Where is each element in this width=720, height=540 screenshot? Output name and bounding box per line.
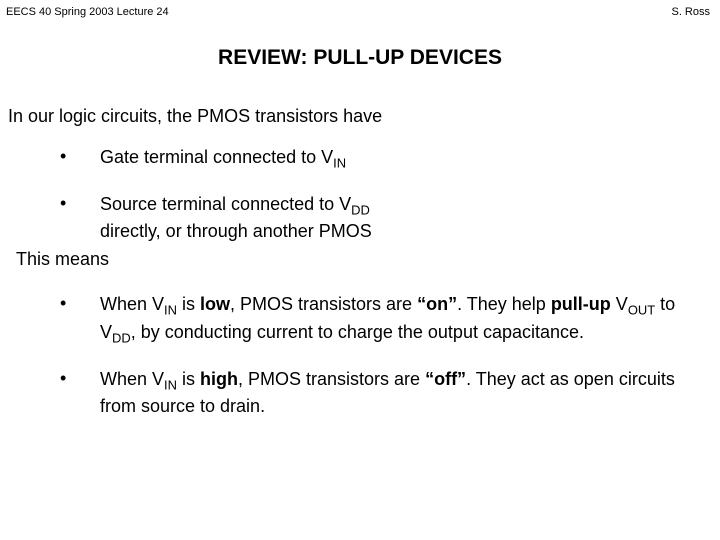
- b3-bold2: “on”: [417, 294, 457, 314]
- bullet-dot: •: [60, 145, 100, 172]
- b3-sub1: IN: [164, 303, 177, 318]
- b3-bold3: pull-up: [551, 294, 611, 314]
- bullet-4-text: When VIN is high, PMOS transistors are “…: [100, 367, 680, 418]
- page-title: REVIEW: PULL-UP DEVICES: [0, 46, 720, 70]
- bullet-1-text: Gate terminal connected to VIN: [100, 145, 346, 172]
- b2-line2: directly, or through another PMOS: [100, 221, 372, 241]
- b1-pre: Gate terminal connected to V: [100, 147, 333, 167]
- bullet-3: • When VIN is low, PMOS transistors are …: [0, 292, 720, 346]
- bullet-1: • Gate terminal connected to VIN: [0, 145, 720, 172]
- bullet-dot: •: [60, 367, 100, 418]
- b3-sub3: DD: [112, 330, 131, 345]
- header-right: S. Ross: [671, 6, 710, 18]
- this-means: This means: [0, 249, 720, 270]
- bullet-4: • When VIN is high, PMOS transistors are…: [0, 367, 720, 418]
- b4-bold1: high: [200, 369, 238, 389]
- b3-t5: V: [611, 294, 628, 314]
- header-left: EECS 40 Spring 2003 Lecture 24: [6, 6, 169, 18]
- bullet-dot: •: [60, 192, 100, 243]
- b3-t2: is: [177, 294, 200, 314]
- b4-t2: is: [177, 369, 200, 389]
- b3-bold1: low: [200, 294, 230, 314]
- b2-sub: DD: [351, 203, 370, 218]
- b3-t4: . They help: [457, 294, 551, 314]
- b2-pre: Source terminal connected to V: [100, 194, 351, 214]
- bullet-dot: •: [60, 292, 100, 346]
- intro-text: In our logic circuits, the PMOS transist…: [0, 106, 720, 127]
- b3-t7: , by conducting current to charge the ou…: [131, 322, 584, 342]
- b4-t1: When V: [100, 369, 164, 389]
- b4-t3: , PMOS transistors are: [238, 369, 425, 389]
- bullet-2-text: Source terminal connected to VDD directl…: [100, 192, 372, 243]
- b1-sub: IN: [333, 156, 346, 171]
- bullet-3-text: When VIN is low, PMOS transistors are “o…: [100, 292, 680, 346]
- b4-sub1: IN: [164, 377, 177, 392]
- b3-sub2: OUT: [628, 303, 655, 318]
- b3-t3: , PMOS transistors are: [230, 294, 417, 314]
- bullet-2: • Source terminal connected to VDD direc…: [0, 192, 720, 243]
- b4-bold2: “off”: [425, 369, 466, 389]
- b3-t1: When V: [100, 294, 164, 314]
